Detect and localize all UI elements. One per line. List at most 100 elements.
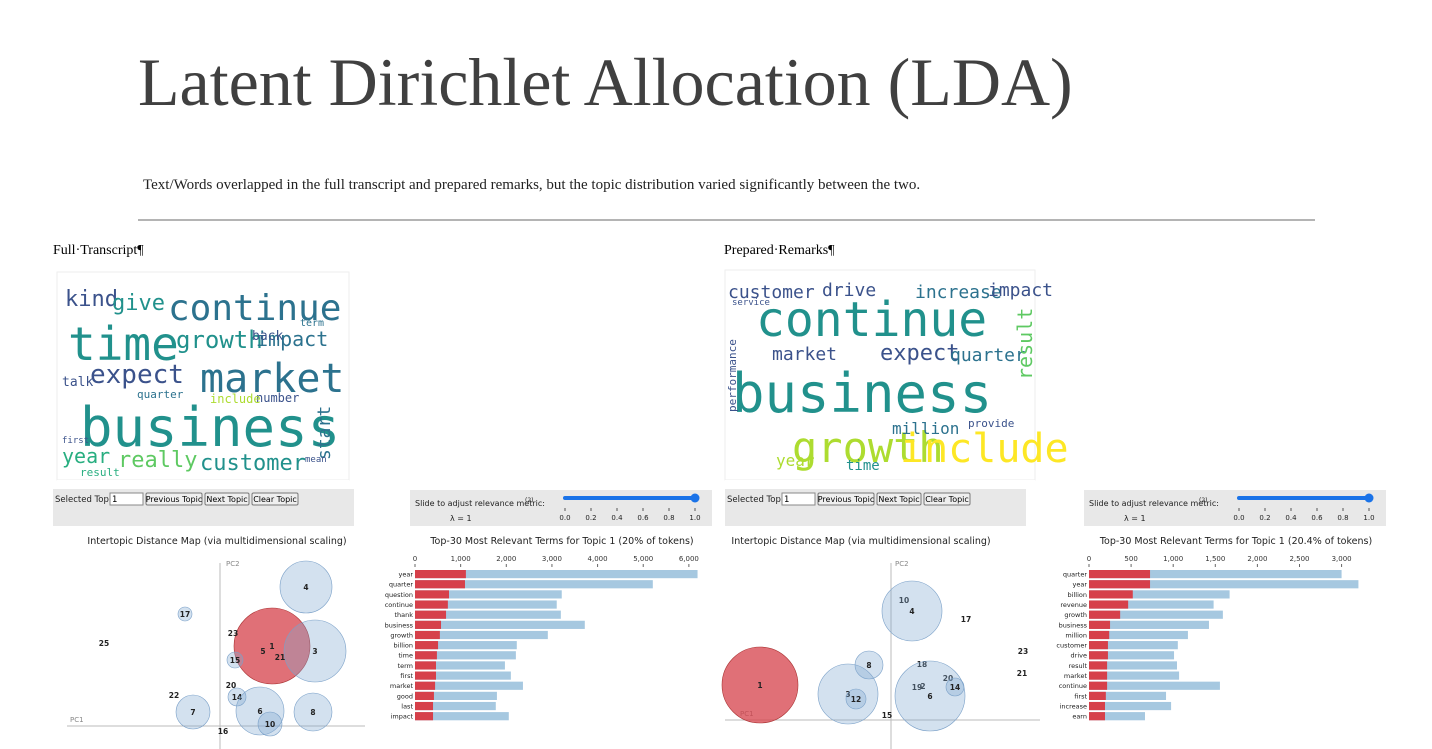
topic-button-label[interactable]: Clear Topic	[925, 495, 969, 504]
word: performance	[726, 339, 739, 412]
topic-button[interactable]	[204, 492, 250, 506]
slider-tick-label: 0.2	[1259, 514, 1270, 522]
topic-label: 22	[169, 691, 179, 700]
slider-note: (2)	[1199, 497, 1208, 504]
x-tick-label: 2,000	[1247, 555, 1267, 563]
topic-circle[interactable]	[283, 619, 347, 683]
bar	[415, 671, 436, 680]
word: impact	[988, 280, 1053, 301]
bar	[415, 641, 439, 650]
topic-button-label[interactable]: Clear Topic	[253, 495, 297, 504]
term-label: continue	[1059, 682, 1087, 690]
bar	[1089, 661, 1108, 670]
bar	[415, 661, 505, 670]
bar	[415, 701, 434, 711]
topic-button[interactable]	[923, 492, 971, 506]
topic-circle[interactable]	[881, 580, 943, 642]
word: number	[256, 391, 299, 405]
map-y-label: PC2	[895, 560, 909, 568]
term-label: customer	[1056, 642, 1087, 650]
topic-circle[interactable]	[894, 660, 966, 732]
term-label: impact	[391, 713, 414, 721]
topic-button-label[interactable]: Next Topic	[206, 495, 247, 504]
topic-input[interactable]	[109, 492, 144, 506]
bar	[415, 691, 434, 700]
topic-button-label[interactable]: Previous Topic	[146, 495, 202, 504]
bar	[415, 580, 653, 589]
topic-input[interactable]	[781, 492, 816, 506]
topic-label: 21	[1017, 669, 1027, 678]
topic-label: 20	[226, 681, 236, 690]
word: business	[80, 396, 340, 459]
topic-circle[interactable]	[279, 560, 333, 614]
topic-label: 25	[99, 639, 109, 648]
topic-circle[interactable]	[233, 607, 311, 685]
word: drive	[822, 280, 876, 301]
word: market	[772, 344, 837, 365]
slider-knob[interactable]	[690, 493, 700, 503]
word: talk	[62, 375, 93, 390]
wordcloud-clip	[725, 480, 1035, 488]
word: time	[68, 317, 179, 371]
bar	[415, 681, 436, 690]
word: result	[80, 466, 120, 479]
topic-label: Selected Topic:	[55, 495, 119, 505]
word: give	[112, 291, 165, 316]
topic-button[interactable]	[251, 492, 299, 506]
term-label: drive	[1071, 652, 1087, 660]
topic-circle[interactable]	[945, 677, 965, 697]
slider-tick-label: 0.8	[1337, 514, 1348, 522]
wordcloud-clip	[57, 480, 349, 488]
topic-circle[interactable]	[257, 711, 283, 737]
slider-knob[interactable]	[1364, 493, 1374, 503]
bar	[1089, 580, 1151, 589]
bar	[1089, 712, 1105, 721]
topic-circle[interactable]	[227, 687, 247, 707]
topic-circle[interactable]	[235, 686, 285, 736]
term-label: continue	[385, 601, 413, 609]
topic-button[interactable]	[876, 492, 922, 506]
topic-label: Selected Topic:	[727, 495, 791, 505]
topic-circle[interactable]	[226, 651, 244, 669]
word: expect	[90, 360, 184, 390]
topic-circle[interactable]	[293, 692, 333, 732]
x-tick-label: 500	[1124, 555, 1137, 563]
bar	[415, 681, 523, 690]
x-tick-label: 4,000	[588, 555, 608, 563]
topic-button-label[interactable]: Next Topic	[878, 495, 919, 504]
topic-label: 10	[899, 596, 909, 605]
bar	[1089, 691, 1167, 700]
word: continue	[168, 288, 341, 329]
x-tick-label: 2,500	[1289, 555, 1309, 563]
term-label: quarter	[1063, 571, 1087, 579]
topic-label: 6	[927, 692, 932, 701]
bar	[415, 570, 698, 579]
x-tick-label: 0	[413, 555, 417, 563]
word: customer	[728, 282, 815, 303]
word: quarter	[950, 345, 1026, 366]
topic-button[interactable]	[145, 492, 203, 506]
topic-label: 4	[303, 583, 308, 592]
topic-label: 23	[228, 629, 238, 638]
topic-circle[interactable]	[845, 688, 867, 710]
topic-button-label[interactable]: Previous Topic	[818, 495, 874, 504]
topic-label: 14	[950, 683, 960, 692]
topic-label: 1	[757, 681, 762, 690]
bar	[415, 620, 585, 629]
bar	[415, 600, 448, 609]
bar	[1089, 691, 1106, 700]
topic-circle[interactable]	[175, 694, 211, 730]
subtitle: Text/Words overlapped in the full transc…	[143, 177, 920, 193]
topic-label: 8	[310, 708, 315, 717]
slider-tick-label: 0.6	[1311, 514, 1323, 522]
topic-circle[interactable]	[817, 663, 879, 725]
topic-circle[interactable]	[721, 646, 799, 724]
word: kind	[65, 287, 118, 312]
topic-circle[interactable]	[177, 606, 193, 622]
bar	[1089, 641, 1178, 650]
bar	[415, 651, 437, 660]
topic-button[interactable]	[817, 492, 875, 506]
bar	[1089, 661, 1177, 670]
